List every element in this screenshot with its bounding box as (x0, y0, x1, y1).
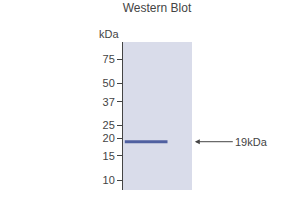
svg-text:Western Blot: Western Blot (123, 1, 192, 15)
svg-text:25: 25 (103, 119, 115, 131)
svg-text:75: 75 (103, 53, 115, 65)
svg-text:20: 20 (103, 132, 115, 144)
svg-text:15: 15 (103, 150, 115, 162)
svg-text:10: 10 (103, 174, 115, 186)
svg-text:50: 50 (103, 77, 115, 89)
svg-text:kDa: kDa (99, 28, 119, 40)
svg-text:19kDa: 19kDa (235, 136, 268, 148)
svg-text:37: 37 (103, 96, 115, 108)
